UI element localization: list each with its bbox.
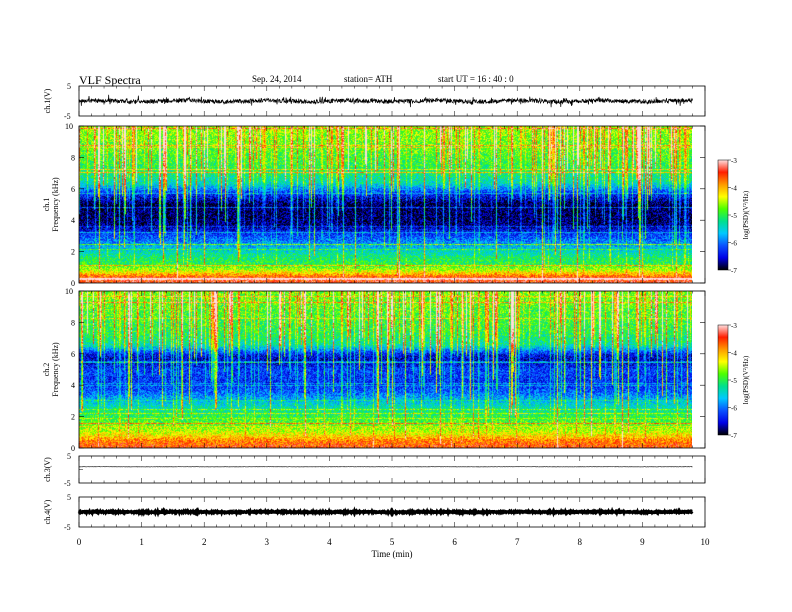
- ch1-spectrogram-panel: 0 2 4 6 8 10 ch.1 Frequency (kHz): [42, 122, 706, 288]
- ch4-waveform-ytick-label: 5: [67, 493, 71, 502]
- time-tick-label: 9: [640, 537, 645, 547]
- ch2-spectrogram-colorbar-label: log(PSD)(V²/Hz): [742, 355, 750, 404]
- time-tick-label: 3: [265, 537, 270, 547]
- ch2-spectrogram-ytick-label: 8: [71, 318, 75, 327]
- ch2-spectrogram-colorbar-tick-label: -4: [731, 350, 737, 358]
- ch4-waveform-trace: [77, 506, 694, 518]
- time-tick-label: 5: [390, 537, 395, 547]
- time-tick-label: 4: [327, 537, 332, 547]
- ch4-waveform-panel: 5 -5 ch.4(V): [43, 493, 706, 532]
- ch1-spectrogram-ytick-label: 0: [71, 279, 75, 288]
- ch1-spectrogram-ytick-label: 10: [65, 122, 73, 131]
- start-time-label: start UT = 16 : 40 : 0: [438, 74, 514, 84]
- ch4-waveform-ylabel: ch.4(V): [43, 499, 52, 524]
- ch1-spectrogram-ylabel: Frequency (kHz): [51, 177, 60, 232]
- ch2-spectrogram-colorbar-tick-label: -5: [731, 377, 737, 385]
- ch4-waveform-ytick-label: -5: [64, 523, 71, 532]
- ch1-spectrogram-colorbar-tick-label: -7: [731, 267, 737, 275]
- ch1-spectrogram-colorbar-tick-label: -4: [731, 185, 737, 193]
- ch3-waveform-ytick-label: -5: [64, 479, 71, 488]
- time-tick-label: 6: [452, 537, 457, 547]
- ch1-spectrogram-colorbar-tick-label: -3: [731, 157, 737, 165]
- ch2-spectrogram-colorbar-tick-label: -7: [731, 432, 737, 440]
- time-tick-label: 2: [202, 537, 207, 547]
- time-tick-label: 7: [515, 537, 520, 547]
- ch2-spectrogram-ytick-label: 6: [71, 350, 75, 359]
- ch1-spectrogram-image: [79, 126, 692, 283]
- ch1-spectrogram-ytick-label: 2: [71, 248, 75, 257]
- ch1-spectrogram-colorbar-tick-label: -6: [731, 240, 737, 248]
- ch3-waveform-panel: 5 -5 ch.3(V): [43, 452, 706, 488]
- time-tick-label: 0: [77, 537, 82, 547]
- ch2-spectrogram-ytick-label: 10: [65, 287, 73, 296]
- ch3-waveform-ytick-label: 5: [67, 452, 71, 461]
- ch1-waveform-ytick-label: 5: [67, 82, 71, 91]
- ch1-spectrogram-colorbar-label: log(PSD)(V²/Hz): [742, 190, 750, 239]
- ch1-waveform-ytick-label: -5: [64, 112, 71, 121]
- ch1-waveform-ylabel: ch.1(V): [43, 88, 52, 113]
- figure-title: VLF Spectra: [79, 73, 141, 87]
- time-tick-label: 1: [139, 537, 144, 547]
- ch3-waveform-ylabel: ch.3(V): [43, 457, 52, 482]
- ch2-spectrogram-ylabel: Frequency (kHz): [51, 342, 60, 397]
- time-axis: 0 1 2 3 4 5 6 7 8 9 10: [77, 537, 710, 547]
- ch2-spectrogram-image: [79, 291, 692, 448]
- ch2-spectrogram-panel: 0 2 4 6 8 10 ch.2 Frequency (kHz): [42, 287, 706, 453]
- ch2-spectrogram-ytick-label: 2: [71, 413, 75, 422]
- ch1-spectrogram-ytick-label: 6: [71, 185, 75, 194]
- ch1-waveform-trace: [78, 94, 693, 108]
- time-tick-label: 10: [701, 537, 711, 547]
- colorbars: -3 -4 -5 -6 -7 log(PSD)(V²/Hz) -3 -4 -5 -6 -7 log(P…: [717, 157, 750, 440]
- ch2-spectrogram-ytick-label: 0: [71, 444, 75, 453]
- ch1-spectrogram-channel-label: ch.1: [42, 198, 51, 212]
- ch1-spectrogram-ytick-label: 8: [71, 153, 75, 162]
- ch2-spectrogram-channel-label: ch.2: [42, 363, 51, 377]
- time-axis-label: Time (min): [372, 549, 413, 559]
- ch1-waveform-panel: 5 -5 ch.1(V): [43, 82, 706, 121]
- ch1-spectrogram-colorbar-tick-label: -5: [731, 212, 737, 220]
- time-tick-label: 8: [578, 537, 583, 547]
- ch1-spectrogram-colorbar: [717, 159, 729, 271]
- ch2-spectrogram-colorbar-tick-label: -6: [731, 405, 737, 413]
- station-label: station= ATH: [344, 74, 393, 84]
- ch2-spectrogram-colorbar-tick-label: -3: [731, 322, 737, 330]
- ch1-spectrogram-ytick-label: 4: [71, 216, 75, 225]
- date-label: Sep. 24, 2014: [252, 74, 302, 84]
- ch2-spectrogram-colorbar: [717, 324, 729, 436]
- ch2-spectrogram-ytick-label: 4: [71, 381, 75, 390]
